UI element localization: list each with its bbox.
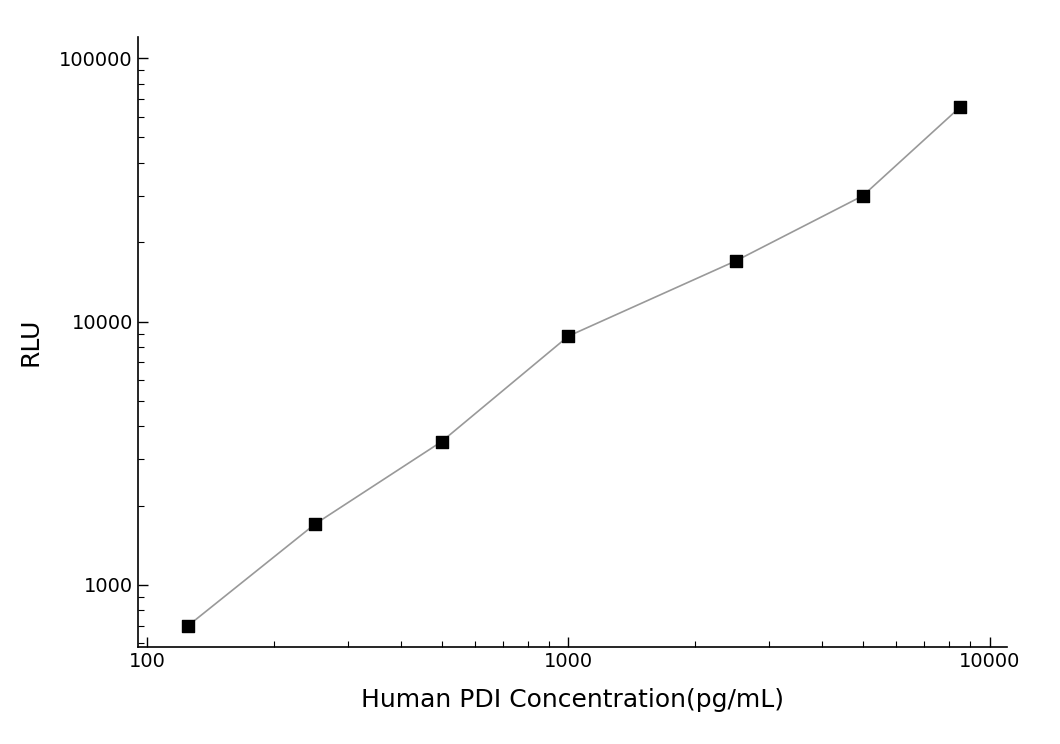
Point <box>952 101 969 113</box>
Point <box>434 436 450 448</box>
X-axis label: Human PDI Concentration(pg/mL): Human PDI Concentration(pg/mL) <box>360 687 784 712</box>
Point <box>854 190 871 202</box>
Point <box>306 519 323 530</box>
Point <box>727 255 744 267</box>
Point <box>560 330 577 342</box>
Y-axis label: RLU: RLU <box>19 318 42 367</box>
Point <box>179 620 196 632</box>
